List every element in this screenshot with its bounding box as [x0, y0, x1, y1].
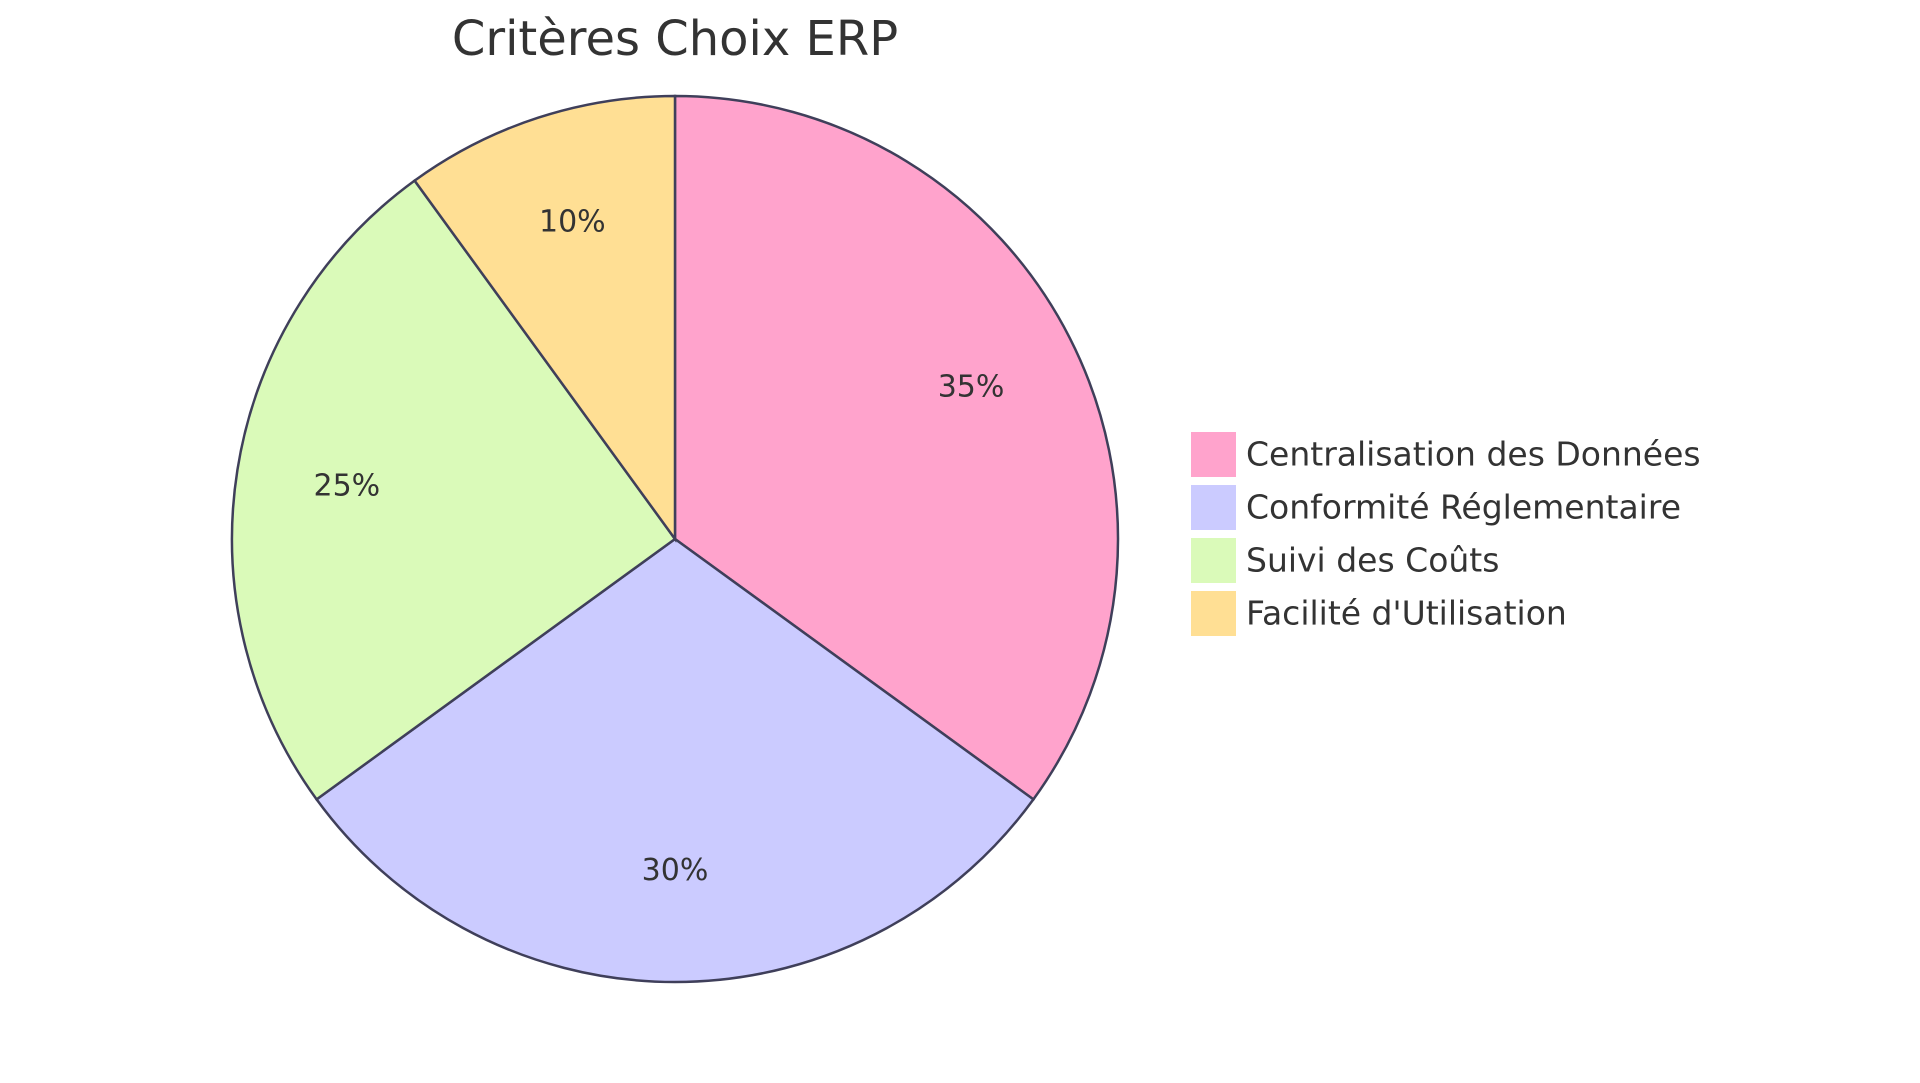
legend-label: Conformité Réglementaire	[1246, 488, 1681, 527]
legend-swatch	[1191, 485, 1236, 530]
value-label: 10%	[539, 205, 606, 240]
value-label: 30%	[642, 853, 709, 888]
pie-slice	[314, 537, 1036, 984]
legend-label: Facilité d'Utilisation	[1246, 594, 1567, 633]
value-label: 35%	[938, 370, 1005, 405]
legend-swatch	[1191, 591, 1236, 636]
pie-slice	[412, 94, 677, 543]
legend-label: Suivi des Coûts	[1246, 541, 1499, 580]
legend-label: Centralisation des Données	[1246, 435, 1701, 474]
legend-swatch	[1191, 432, 1236, 477]
value-label: 25%	[313, 469, 380, 504]
chart-title: Critères Choix ERP	[452, 11, 898, 67]
legend-swatch	[1191, 538, 1236, 583]
pie-slice	[230, 178, 677, 802]
pie-slice	[673, 94, 1120, 802]
